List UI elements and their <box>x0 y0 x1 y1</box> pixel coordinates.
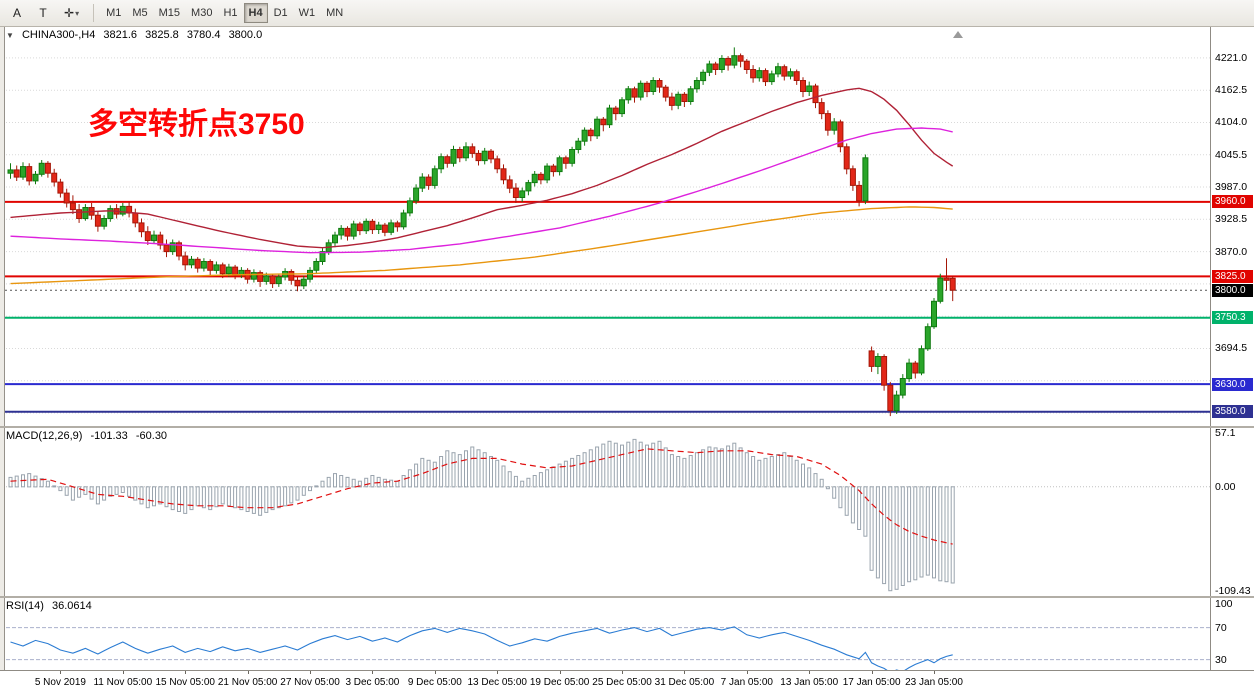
time-tick <box>434 671 436 674</box>
tab-timeframe-h1[interactable]: H1 <box>218 3 242 23</box>
toolbar-separator <box>93 4 95 22</box>
time-tick <box>559 671 561 674</box>
macd-value-main: -101.33 <box>90 430 128 442</box>
time-label: 3 Dec 05:00 <box>345 677 400 688</box>
macd-axis-label: 57.1 <box>1215 426 1236 439</box>
rsi-value: 36.0614 <box>51 600 92 612</box>
time-tick <box>871 671 873 674</box>
rsi-label: RSI(14) <box>6 600 44 612</box>
tab-timeframe-w1[interactable]: W1 <box>294 3 321 23</box>
time-tick <box>934 671 936 674</box>
panel-splitter[interactable] <box>0 596 1254 598</box>
time-tick <box>684 671 686 674</box>
rsi-canvas[interactable] <box>0 598 1210 670</box>
price-label: 4104.0 <box>1215 116 1248 129</box>
time-tick <box>60 671 62 674</box>
tab-timeframe-m1[interactable]: M1 <box>101 3 126 23</box>
chart-shift-marker-icon[interactable] <box>953 31 963 38</box>
crosshair-icon: ✛ <box>64 6 75 20</box>
trend-annotation: 多空转折点3750 <box>88 108 305 141</box>
time-label: 27 Nov 05:00 <box>280 677 340 688</box>
draw-tool-button[interactable]: ✛ ▾ <box>57 3 86 24</box>
time-label: 15 Nov 05:00 <box>155 677 215 688</box>
ohlc-close: 3800.0 <box>228 29 263 41</box>
rsi-axis-label: 30 <box>1215 653 1227 666</box>
macd-header: MACD(12,26,9) -101.33 -60.30 <box>6 430 172 442</box>
current-price-badge: 3800.0 <box>1212 283 1253 297</box>
time-label: 7 Jan 05:00 <box>720 677 773 688</box>
tab-timeframe-m5[interactable]: M5 <box>127 3 152 23</box>
tab-timeframe-m15[interactable]: M15 <box>154 3 185 23</box>
price-level-badge: 3750.3 <box>1212 311 1253 325</box>
macd-value-signal: -60.30 <box>135 430 168 442</box>
time-tick <box>809 671 811 674</box>
time-tick <box>247 671 249 674</box>
time-label: 19 Dec 05:00 <box>529 677 590 688</box>
tab-timeframe-mn[interactable]: MN <box>321 3 348 23</box>
price-level-badge: 3960.0 <box>1212 195 1253 209</box>
time-tick <box>185 671 187 674</box>
rsi-axis-label: 100 <box>1215 597 1233 610</box>
time-tick <box>310 671 312 674</box>
time-label: 13 Dec 05:00 <box>467 677 527 688</box>
time-label: 17 Jan 05:00 <box>842 677 901 688</box>
time-label: 9 Dec 05:00 <box>407 677 462 688</box>
cursor-tool-label: A <box>12 6 21 20</box>
price-label: 3694.5 <box>1215 342 1248 355</box>
rsi-header: RSI(14) 36.0614 <box>6 600 97 612</box>
rsi-axis-label: 70 <box>1215 621 1227 634</box>
tab-timeframe-m30[interactable]: M30 <box>186 3 217 23</box>
time-label: 25 Dec 05:00 <box>592 677 652 688</box>
time-label: 11 Nov 05:00 <box>93 677 153 688</box>
text-tool-button[interactable]: T <box>31 3 55 24</box>
ohlc-open: 3821.6 <box>103 29 138 41</box>
text-tool-label: T <box>39 6 47 20</box>
time-tick <box>746 671 748 674</box>
time-label: 31 Dec 05:00 <box>654 677 715 688</box>
time-tick <box>622 671 624 674</box>
price-label: 4045.5 <box>1215 148 1248 161</box>
tab-timeframe-d1[interactable]: D1 <box>269 3 293 23</box>
macd-axis-label: 0.00 <box>1215 480 1236 493</box>
time-label: 5 Nov 2019 <box>34 677 86 688</box>
cursor-tool-button[interactable]: A <box>5 3 29 24</box>
ohlc-low: 3780.4 <box>186 29 221 41</box>
collapse-chart-icon[interactable]: ▼ <box>6 31 14 40</box>
macd-axis-label: -109.43 <box>1215 584 1251 597</box>
price-label: 3870.0 <box>1215 245 1248 258</box>
price-label: 3987.0 <box>1215 181 1248 194</box>
macd-panel[interactable]: MACD(12,26,9) -101.33 -60.30 <box>0 428 1210 596</box>
main-chart-canvas[interactable] <box>0 27 1210 426</box>
top-toolbar: A T ✛ ▾ M1 M5 M15 M30 H1 H4 D1 W1 MN <box>0 0 1254 27</box>
price-level-badge: 3630.0 <box>1212 377 1253 391</box>
price-label: 4162.5 <box>1215 84 1248 97</box>
timeframe-toolbar: M1 M5 M15 M30 H1 H4 D1 W1 MN <box>101 3 348 23</box>
price-axis[interactable]: 4221.0 4162.5 4104.0 4045.5 3987.0 3928.5 3870… <box>1210 27 1254 670</box>
time-tick <box>122 671 124 674</box>
price-label: 3928.5 <box>1215 213 1248 226</box>
chart-symbol-header: ▼ CHINA300-,H4 3821.6 3825.8 3780.4 3800… <box>6 29 267 41</box>
time-label: 13 Jan 05:00 <box>780 677 839 688</box>
tab-timeframe-h4[interactable]: H4 <box>243 3 268 23</box>
macd-canvas[interactable] <box>0 428 1210 596</box>
time-label: 21 Nov 05:00 <box>217 677 278 688</box>
time-tick <box>497 671 499 674</box>
time-axis[interactable]: 5 Nov 2019 11 Nov 05:00 15 Nov 05:00 21 Nov… <box>0 670 1254 697</box>
symbol-label: CHINA300-,H4 <box>21 29 96 41</box>
ohlc-high: 3825.8 <box>145 29 179 41</box>
time-tick <box>372 671 374 674</box>
chart-window: ▼ CHINA300-,H4 3821.6 3825.8 3780.4 3800… <box>0 27 1254 697</box>
time-label: 23 Jan 05:00 <box>905 677 963 688</box>
price-level-badge: 3825.0 <box>1212 269 1253 283</box>
chevron-down-icon: ▾ <box>75 8 80 18</box>
macd-label: MACD(12,26,9) <box>6 430 83 442</box>
price-level-badge: 3580.0 <box>1212 405 1253 419</box>
price-label: 4221.0 <box>1215 51 1248 64</box>
window-frame <box>0 27 5 697</box>
panel-splitter[interactable] <box>0 426 1254 428</box>
main-chart-panel[interactable]: ▼ CHINA300-,H4 3821.6 3825.8 3780.4 3800… <box>0 27 1210 426</box>
rsi-panel[interactable]: RSI(14) 36.0614 <box>0 598 1210 670</box>
